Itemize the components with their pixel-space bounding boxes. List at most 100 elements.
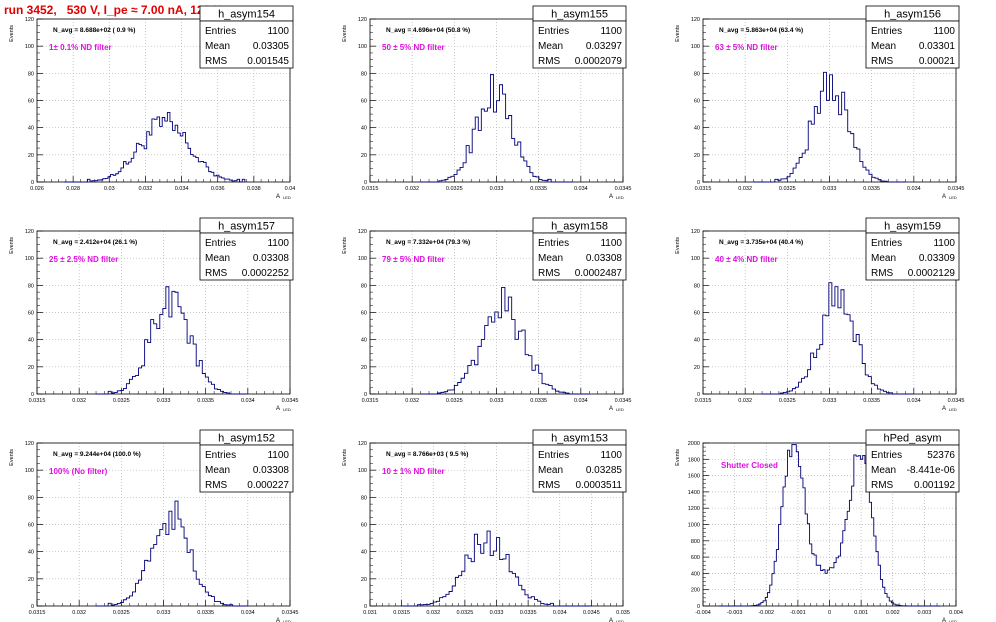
y-tick-label: 100: [691, 44, 700, 50]
x-tick-label: 0.0325: [446, 398, 463, 404]
stats-label-rms: RMS: [205, 56, 228, 67]
x-axis-title: A: [276, 618, 280, 622]
histogram-panel-hPed_asym: 0 200 400 600 800 1000 1200 1400 1600 1800 2000 -0.…: [675, 429, 963, 622]
x-tick-label: 0.034: [907, 186, 921, 192]
stats-label-rms: RMS: [871, 268, 894, 279]
histogram-name: h_asym155: [551, 9, 608, 21]
stats-value-rms: 0.0002252: [242, 268, 290, 279]
y-tick-label: 1400: [688, 490, 700, 496]
stats-value-entries: 1100: [933, 26, 955, 37]
stats-label-entries: Entries: [538, 26, 569, 37]
y-tick-label: 0: [31, 392, 34, 398]
y-tick-label: 120: [25, 229, 34, 235]
histogram-name: h_asym152: [218, 433, 275, 445]
filter-annotation: 50 ± 5% ND filter: [382, 43, 445, 52]
x-tick-label: 0.032: [738, 186, 752, 192]
x-tick-label: -0.001: [790, 610, 806, 616]
x-tick-label: 0.034: [907, 398, 921, 404]
x-axis-title: A: [942, 406, 946, 412]
stats-label-mean: Mean: [205, 253, 230, 264]
stats-value-entries: 1100: [267, 450, 289, 461]
y-tick-label: 120: [25, 17, 34, 23]
y-tick-label: 60: [694, 311, 700, 317]
y-tick-label: 20: [694, 365, 700, 371]
x-tick-label: 0.032: [405, 398, 419, 404]
y-tick-label: 1200: [688, 506, 700, 512]
x-tick-label: 0.031: [363, 610, 377, 616]
x-tick-label: 0.0345: [615, 398, 632, 404]
y-tick-label: 0: [31, 180, 34, 186]
histogram-panel-h_asym159: 0 20 40 60 80 100 120 0.0315 0.032 0.0325 0.033 0.0…: [675, 217, 964, 412]
y-tick-label: 60: [361, 99, 367, 105]
stats-label-entries: Entries: [871, 238, 902, 249]
x-tick-label: 0.0335: [197, 610, 214, 616]
y-axis-title: Events: [9, 25, 15, 42]
stats-box: [865, 444, 960, 493]
stats-label-rms: RMS: [538, 56, 561, 67]
y-tick-label: 40: [694, 126, 700, 132]
y-tick-label: 1000: [688, 523, 700, 529]
histogram-line: [420, 74, 573, 183]
histogram-panel-h_asym153: 0 20 40 60 80 100 120 0.031 0.0315 0.032 0.0325 0.0…: [342, 429, 630, 622]
stats-label-entries: Entries: [205, 238, 236, 249]
x-axis-title-subscript: LED: [949, 619, 957, 622]
y-tick-label: 0: [697, 180, 700, 186]
y-tick-label: 20: [28, 577, 34, 583]
stats-label-entries: Entries: [205, 26, 236, 37]
histogram-name: h_asym154: [218, 9, 275, 21]
stats-value-mean: 0.03301: [919, 41, 956, 52]
y-tick-label: 60: [694, 99, 700, 105]
y-tick-label: 120: [691, 17, 700, 23]
y-tick-label: 60: [28, 523, 34, 529]
y-axis-title: Events: [9, 449, 15, 466]
y-tick-label: 20: [361, 365, 367, 371]
histogram-panel-h_asym154: 0 20 40 60 80 100 120 0.026 0.028 0.03 0.032 0.034 0…: [9, 5, 295, 200]
y-tick-label: 80: [361, 495, 367, 501]
x-tick-label: 0.026: [30, 186, 44, 192]
stats-label-rms: RMS: [871, 56, 894, 67]
x-axis-title: A: [609, 618, 613, 622]
histogram-panel-h_asym158: 0 20 40 60 80 100 120 0.0315 0.032 0.0325 0.033 0.0…: [342, 217, 632, 412]
stats-label-entries: Entries: [205, 450, 236, 461]
y-tick-label: 0: [697, 604, 700, 610]
stats-value-rms: 0.0002129: [908, 268, 956, 279]
x-axis-title: A: [609, 406, 613, 412]
x-tick-label: 0.0345: [282, 610, 299, 616]
n-avg-label: N_avg = 5.863e+04 (63.4 %): [719, 27, 803, 34]
histogram-name: h_asym157: [218, 221, 275, 233]
stats-box: [199, 444, 294, 493]
y-tick-label: 100: [358, 256, 367, 262]
filter-annotation: 40 ± 4% ND filter: [715, 255, 778, 264]
y-tick-label: 0: [31, 604, 34, 610]
y-tick-label: 20: [694, 153, 700, 159]
y-tick-label: 40: [361, 550, 367, 556]
y-tick-label: 0: [364, 392, 367, 398]
y-tick-label: 40: [28, 550, 34, 556]
x-tick-label: 0.0325: [779, 186, 796, 192]
x-tick-label: 0.0345: [615, 186, 632, 192]
stats-label-mean: Mean: [205, 465, 230, 476]
y-axis-title: Events: [342, 237, 348, 254]
y-tick-label: 40: [361, 338, 367, 344]
x-tick-label: 0.032: [139, 186, 153, 192]
x-tick-label: 0.0335: [530, 398, 547, 404]
stats-value-rms: 0.00021: [919, 56, 956, 67]
y-tick-label: 0: [364, 180, 367, 186]
x-tick-label: 0.002: [886, 610, 900, 616]
filter-annotation: 25 ± 2.5% ND filter: [49, 255, 118, 264]
n-avg-label: N_avg = 7.332e+04 (79.3 %): [386, 239, 470, 246]
histogram-line: [420, 287, 590, 395]
stats-value-entries: 52376: [927, 450, 955, 461]
x-axis-title: A: [276, 194, 280, 200]
y-tick-label: 120: [691, 229, 700, 235]
stats-value-mean: 0.03308: [253, 465, 290, 476]
y-tick-label: 80: [361, 283, 367, 289]
y-tick-label: 60: [361, 523, 367, 529]
stats-label-rms: RMS: [538, 480, 561, 491]
x-tick-label: 0.0325: [446, 186, 463, 192]
histogram-line: [401, 530, 592, 607]
x-tick-label: 0.032: [72, 610, 86, 616]
stats-box: [199, 20, 294, 69]
histogram-line: [96, 286, 248, 395]
stats-value-mean: 0.03297: [586, 41, 623, 52]
